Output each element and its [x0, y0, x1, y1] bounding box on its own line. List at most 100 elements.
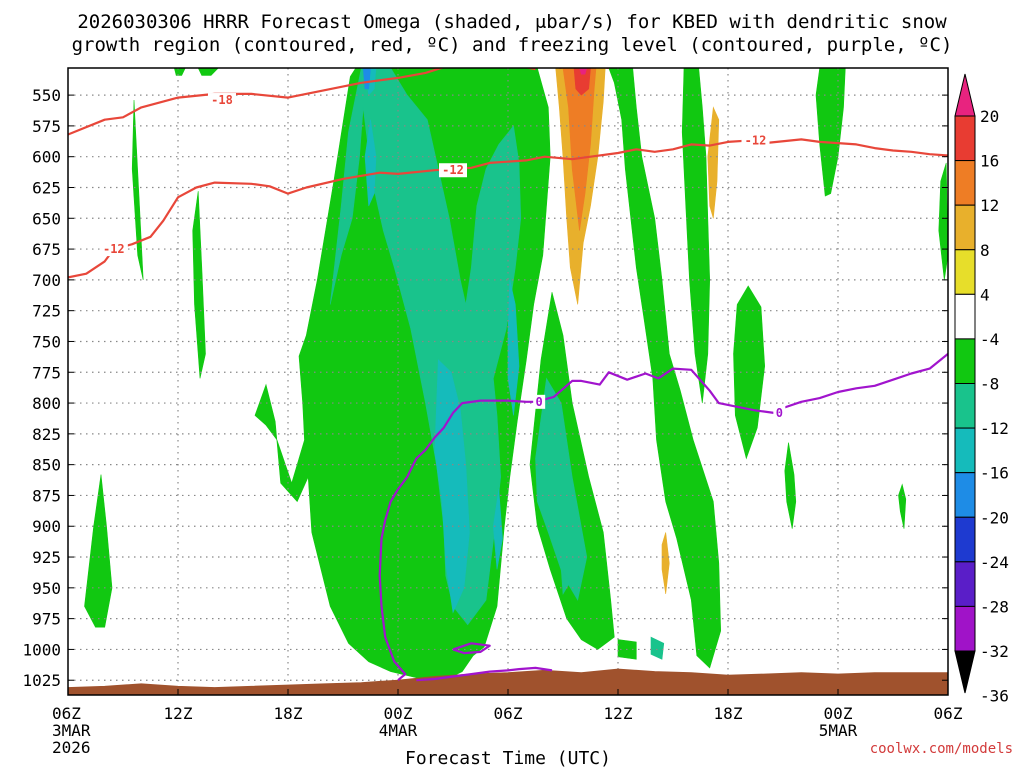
colorbar-band--12 [954, 383, 976, 429]
omega-region-28 [562, 68, 597, 231]
colorbar-band--8 [954, 338, 976, 384]
omega-region-2 [192, 191, 206, 379]
y-tick-label-975: 975 [32, 610, 61, 629]
contour-freezing-level-0c-small [452, 642, 491, 655]
colorbar-label-2: 12 [980, 196, 999, 215]
contour-freezing-level-0c-ground [416, 666, 553, 682]
colorbar-label-5: -4 [980, 330, 999, 349]
y-tick-label-925: 925 [32, 548, 61, 567]
colorbar-band--20 [954, 472, 976, 518]
y-axis-ticks: 550 575 600 625 650 675 700 725 750 775 800 825 850 8… [22, 86, 948, 690]
y-tick-label-750: 750 [32, 332, 61, 351]
omega-region-26 [707, 106, 720, 219]
omega-region-14 [173, 68, 186, 76]
y-tick-label-850: 850 [32, 456, 61, 475]
omega-region-27 [661, 532, 670, 595]
contour-label-bg-1 [99, 242, 128, 257]
contour-label-0: -18 [211, 93, 233, 107]
x-tick-label-48: 06Z [934, 704, 963, 723]
contour-label-4: 0 [536, 395, 543, 409]
x-tick-date-42: 5MAR [819, 721, 858, 740]
omega-region-7 [681, 68, 711, 404]
grid-lines [68, 68, 948, 695]
omega-region-1 [131, 99, 144, 280]
x-axis-label: Forecast Time (UTC) [405, 748, 611, 768]
colorbar-band--4 [954, 293, 976, 340]
colorbar-label-3: 8 [980, 241, 990, 260]
colorbar-label-13: -36 [980, 687, 1009, 706]
colorbar-label-12: -32 [980, 642, 1009, 661]
y-tick-label-800: 800 [32, 394, 61, 413]
omega-region-8 [733, 285, 766, 460]
x-tick-label-0: 06Z [52, 704, 81, 723]
terrain [68, 668, 948, 695]
contour-dgz-lower-minus12 [68, 138, 948, 279]
x-tick-date-18: 4MAR [379, 721, 418, 740]
y-tick-label-775: 775 [32, 363, 61, 382]
colorbar-label-8: -16 [980, 464, 1009, 483]
y-tick-label-700: 700 [32, 271, 61, 290]
x-tick-label-24: 06Z [494, 704, 523, 723]
omega-region-6 [608, 68, 722, 669]
omega-region-22 [492, 489, 503, 570]
omega-region-3 [197, 68, 219, 76]
colorbar-label-6: -8 [980, 375, 999, 394]
colorbar-band-8 [954, 204, 976, 251]
x-tick-label-6: 12Z [164, 704, 193, 723]
omega-region-15 [329, 68, 522, 626]
colorbar-band--16 [954, 427, 976, 474]
omega-region-19 [364, 119, 377, 207]
colorbar-label-11: -28 [980, 597, 1009, 616]
y-tick-label-900: 900 [32, 517, 61, 536]
site-credit: coolwx.com/models [870, 741, 1013, 757]
x-tick-label-36: 18Z [714, 704, 743, 723]
contour-label-bg-4 [533, 394, 546, 409]
plot-area: -18 -12 -12 -12 0 0 [68, 68, 948, 695]
omega-region-21 [507, 279, 520, 416]
chart-title-line2: growth region (contoured, red, ºC) and f… [72, 34, 953, 56]
y-tick-label-675: 675 [32, 240, 61, 259]
x-tick-year-0: 2026 [52, 738, 91, 757]
y-tick-label-650: 650 [32, 209, 61, 228]
chart-title-line1: 2026030306 HRRR Forecast Omega (shaded, … [77, 11, 947, 33]
omega-region-11 [898, 483, 907, 529]
omega-region-29 [573, 68, 591, 96]
omega-region-12 [938, 162, 948, 280]
contour-label-bg-5 [773, 405, 786, 420]
omega-region-30 [579, 68, 588, 75]
x-tick-label-42: 00Z [824, 704, 853, 723]
x-tick-date-0: 3MAR [52, 721, 91, 740]
colorbar-bottom-arrow-fill [955, 651, 975, 693]
contour-label-bg-3 [741, 133, 770, 148]
omega-region-17 [650, 636, 665, 660]
y-tick-label-600: 600 [32, 148, 61, 167]
x-tick-label-12: 18Z [274, 704, 303, 723]
colorbar-label-0: 20 [980, 107, 999, 126]
colorbar-top-arrow [954, 73, 976, 117]
omega-region-5 [529, 292, 615, 650]
colorbar-label-1: 16 [980, 152, 999, 171]
omega-region-9 [784, 442, 797, 529]
y-tick-label-575: 575 [32, 117, 61, 136]
contour-label-bg-2 [439, 163, 467, 178]
y-tick-label-1000: 1000 [22, 640, 61, 659]
terrain-fill [68, 668, 948, 695]
colorbar-label-4: 4 [980, 285, 990, 304]
omega-region-0 [84, 474, 113, 628]
contour-dgz-upper-minus18 [68, 68, 536, 136]
contour-label-bg-0 [208, 93, 236, 108]
colorbar-band-4 [954, 249, 976, 295]
colorbar-band--28 [954, 561, 976, 607]
contour-label-5: 0 [776, 406, 783, 420]
x-tick-label-18: 00Z [384, 704, 413, 723]
colorbar-band-16 [954, 115, 976, 162]
colorbar-label-7: -12 [980, 419, 1009, 438]
colorbar-label-10: -24 [980, 553, 1009, 572]
contour-labels: -18 -12 -12 -12 0 0 [99, 93, 786, 420]
y-tick-label-825: 825 [32, 425, 61, 444]
y-tick-label-550: 550 [32, 86, 61, 105]
y-tick-label-1025: 1025 [22, 671, 61, 690]
colorbar-band-12 [954, 160, 976, 206]
